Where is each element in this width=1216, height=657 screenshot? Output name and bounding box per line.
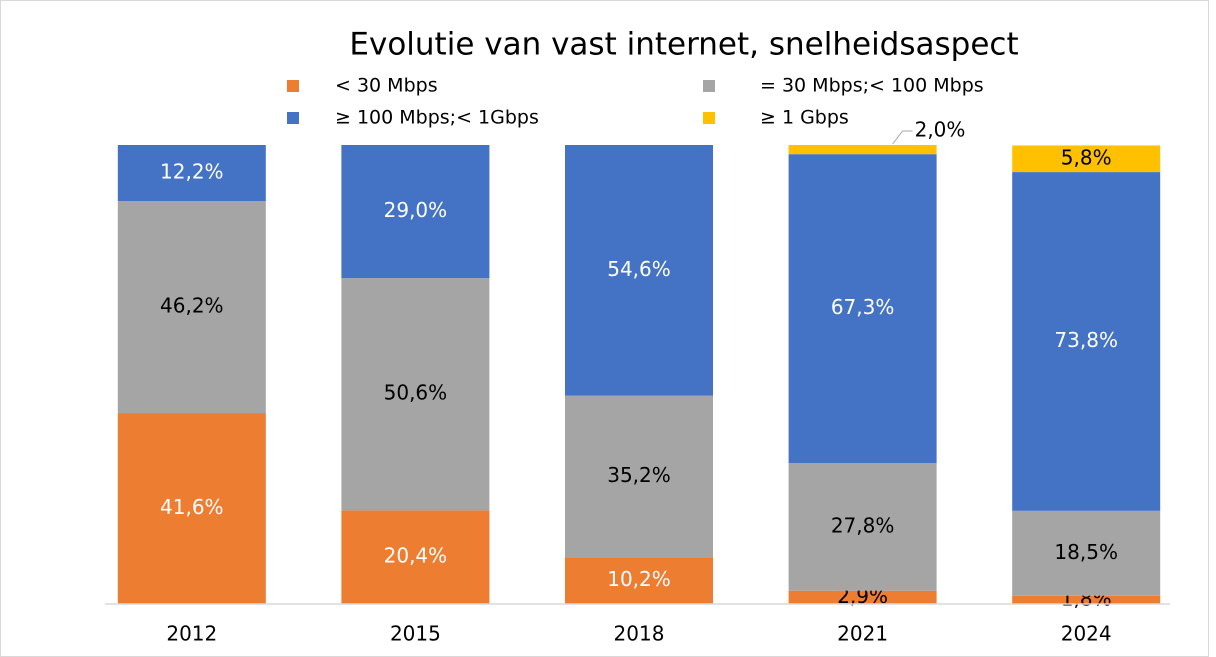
legend-swatch [703, 112, 715, 124]
bar-segment [1012, 172, 1161, 511]
value-label: 12,2% [160, 159, 224, 183]
value-label: 2,0% [915, 118, 966, 142]
bar-segment [117, 413, 266, 604]
legend-swatch [703, 80, 715, 92]
value-label: 46,2% [160, 294, 224, 318]
bar-segment [341, 278, 490, 511]
value-label: 41,6% [160, 495, 224, 519]
legend-label: = 30 Mbps;< 100 Mbps [760, 75, 984, 97]
bar-segment [117, 200, 266, 414]
bar-segment [565, 557, 713, 604]
leader-line [892, 130, 913, 145]
value-label: 29,0% [384, 198, 448, 222]
value-label: 18,5% [1054, 540, 1118, 564]
bar-segment [1012, 595, 1161, 604]
x-tick-label: 2021 [837, 622, 888, 646]
legend-swatch [287, 80, 299, 92]
value-label: 50,6% [384, 381, 448, 405]
bar-segment [565, 395, 713, 558]
bar-segment [1012, 145, 1161, 173]
bar-segment [1012, 510, 1161, 596]
value-label: 35,2% [607, 463, 671, 487]
legend-label: ≥ 1 Gbps [760, 107, 849, 129]
legend-label: ≥ 100 Mbps;< 1Gbps [335, 107, 539, 129]
bar-segment [117, 145, 266, 201]
x-tick-label: 2012 [166, 622, 217, 646]
bar-segment [788, 145, 937, 155]
x-tick-label: 2018 [614, 622, 665, 646]
legend-swatch [287, 112, 299, 124]
x-tick-label: 2015 [390, 622, 441, 646]
bar-segment [565, 145, 713, 396]
bar-segment [788, 463, 937, 591]
value-label: 10,2% [607, 567, 671, 591]
bar-segment [341, 510, 490, 604]
chart-title: Evolutie van vast internet, snelheidsasp… [349, 27, 1018, 63]
value-label: 27,8% [831, 513, 895, 537]
value-label: 67,3% [831, 295, 895, 319]
bar-segment [341, 145, 490, 279]
legend-label: < 30 Mbps [335, 75, 438, 97]
bar-segment [788, 154, 937, 464]
value-label: 54,6% [607, 257, 671, 281]
bar-segment [788, 590, 937, 604]
x-tick-label: 2024 [1061, 622, 1112, 646]
value-label: 20,4% [384, 544, 448, 568]
value-label: 73,8% [1054, 328, 1118, 352]
value-label: 5,8% [1061, 145, 1112, 169]
